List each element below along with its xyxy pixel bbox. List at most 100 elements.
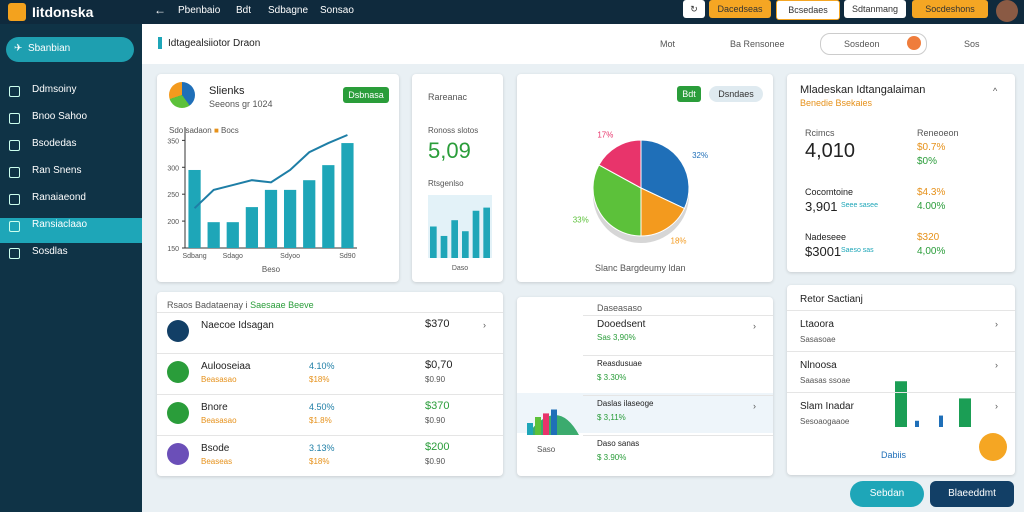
row-name: Nlnoosa [800, 360, 837, 371]
nav-item[interactable]: Bsodedas [32, 138, 77, 149]
nav-item[interactable]: Bnoo Sahoo [32, 111, 88, 122]
nav[interactable]: Bdt [236, 5, 252, 16]
row-right: $320 [917, 232, 940, 243]
row-sub: $ 3.90% [597, 453, 627, 462]
row-sub: Beasasao [201, 416, 237, 425]
row-value: $3001 [805, 244, 842, 259]
tag: Saesaae Beeve [250, 300, 314, 310]
row-name: Bnore [201, 402, 228, 413]
link[interactable]: Ba Rensonee [730, 39, 785, 49]
bar [543, 413, 549, 435]
row-right2: 4.00% [917, 201, 946, 212]
chevron[interactable]: › [483, 320, 486, 330]
activity-card: Daseasaso Saso Dooedsent Sas 3,90% › Reasdu… [517, 297, 773, 476]
search-text: Sosdeon [844, 39, 880, 49]
search-icon[interactable] [907, 36, 921, 50]
chevron[interactable]: › [995, 319, 998, 329]
nav-item[interactable]: Sosdlas [32, 246, 68, 257]
bar [959, 398, 971, 427]
row [787, 310, 1015, 352]
y-tick-label: 200 [167, 219, 179, 226]
primary-button[interactable] [6, 37, 134, 62]
bar [527, 423, 533, 435]
button[interactable]: Dsbnasa [343, 87, 389, 103]
button[interactable]: Dabiis [881, 450, 907, 460]
row [787, 351, 1015, 393]
row-right2: 4,00% [917, 246, 946, 257]
row-name: Daso sanas [597, 439, 640, 448]
active-item [0, 218, 142, 243]
nav-icon [9, 194, 20, 205]
row-value: 4,010 [805, 140, 856, 162]
nav[interactable]: Pbenbaio [178, 5, 221, 16]
fab[interactable] [979, 433, 1007, 461]
revenue-card: Rareanac Ronoss slotos 5,09 Rtsgenlso Da… [412, 74, 503, 282]
row [583, 315, 773, 356]
nav[interactable]: Sdbagne [268, 5, 309, 16]
button[interactable]: Bcsedaes [776, 0, 840, 20]
search[interactable] [820, 33, 927, 55]
bar [322, 165, 335, 248]
row-sub: $ 3.30% [597, 373, 627, 382]
row-sub: Seee sasee [841, 202, 878, 209]
row-pct2: $1.8% [309, 416, 332, 425]
row-right: $0.7% [917, 142, 946, 153]
subtitle: Seeons gr 1024 [209, 99, 273, 109]
logo-icon [8, 3, 26, 21]
legend-entry: Bocs [221, 126, 239, 135]
x-tick-label: Sdago [223, 253, 243, 260]
list-card: Rsaos Badataenay i Saesaae Beeve Naecoe … [157, 292, 503, 476]
nav-item[interactable]: Ransiaclaao [32, 219, 88, 230]
row-right: $4.3% [917, 187, 946, 198]
icon-button[interactable]: ↻ [683, 0, 705, 18]
button[interactable]: Bdt [677, 86, 701, 102]
link[interactable]: Mot [660, 39, 676, 49]
nav-icon [9, 140, 20, 151]
chevron[interactable]: › [995, 360, 998, 370]
row-sub: Sasasoae [800, 335, 836, 344]
revenue-chart: Daso [428, 195, 492, 272]
bar [535, 417, 541, 435]
nav-item[interactable]: Ranaiaeond [32, 192, 86, 203]
row-sub: Saeso sas [841, 247, 874, 254]
nav-icon [9, 248, 20, 259]
bar [551, 409, 557, 435]
row-sub: Saasas ssoae [800, 376, 851, 385]
chevron[interactable]: › [995, 401, 998, 411]
bar [440, 235, 448, 258]
button[interactable]: Blaeeddmt [930, 481, 1014, 507]
row-pct: 3.13% [309, 443, 335, 453]
row-name: Slam Inadar [800, 401, 854, 412]
marker [158, 37, 162, 49]
button[interactable]: Sdtanmang [844, 0, 906, 18]
chevron[interactable]: › [753, 401, 756, 411]
nav-item[interactable]: Ddmsoiny [32, 84, 77, 95]
row [787, 392, 1015, 434]
nav-item[interactable]: Ran Snens [32, 165, 82, 176]
row-value: $370 [425, 318, 450, 330]
column: Rcimcs [805, 128, 835, 138]
back[interactable]: ← [154, 3, 166, 17]
bar [226, 222, 239, 248]
sales-card: Slienks Seeons gr 1024 Dsbnasa Sdo sadao… [157, 74, 399, 282]
avatar[interactable] [996, 0, 1018, 22]
button[interactable]: Sebdan [850, 481, 924, 507]
user[interactable]: Sos [964, 39, 980, 49]
button[interactable]: Socdeshons [912, 0, 988, 18]
bar [341, 143, 354, 248]
row-sub: Sesoaogaaoe [800, 417, 850, 426]
bar [245, 207, 259, 248]
row-name: Naecoe Idsagan [201, 320, 274, 331]
header [142, 24, 1024, 64]
bar [430, 226, 437, 258]
y-tick-label: 300 [167, 165, 179, 172]
chevron[interactable]: › [753, 321, 756, 331]
slice-label: 33% [573, 216, 589, 225]
row-sub: Beasasao [201, 375, 237, 384]
button[interactable]: Dacedseas [709, 0, 771, 18]
nav[interactable]: Sonsao [320, 5, 354, 16]
title: Rareanac [428, 92, 468, 102]
row-sub: Beaseas [201, 457, 233, 466]
collapse[interactable]: ^ [993, 86, 998, 96]
button[interactable]: Dsndaes [709, 86, 763, 102]
